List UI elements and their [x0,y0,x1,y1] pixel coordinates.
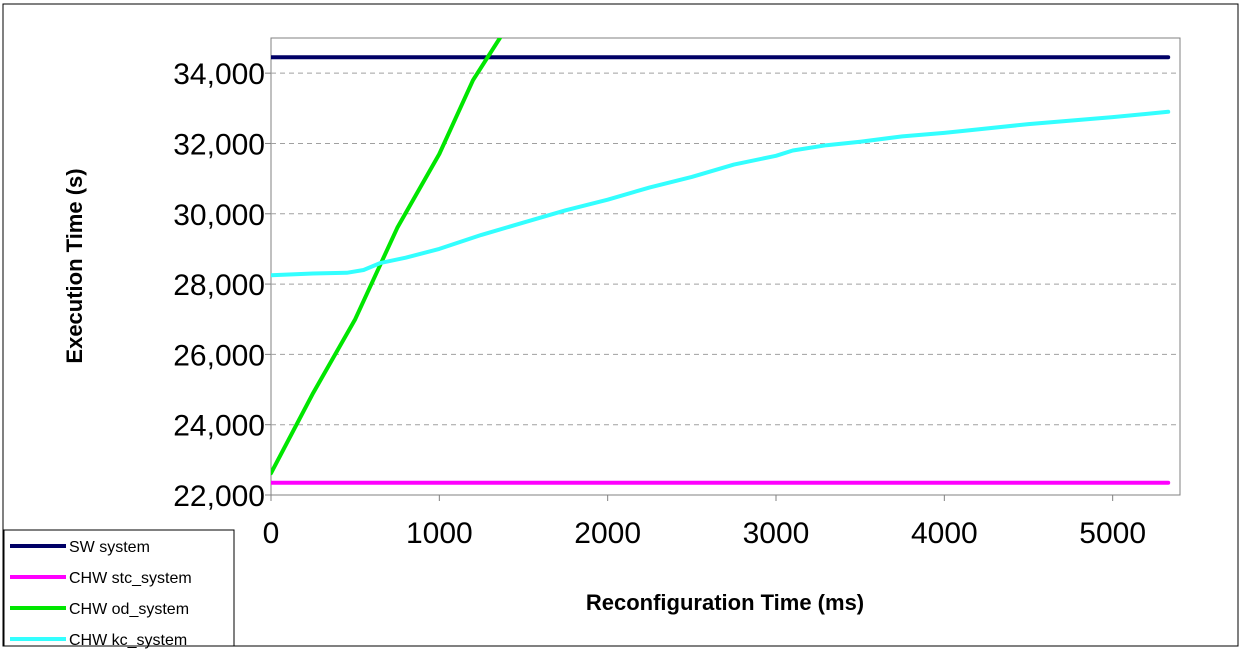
legend: SW system CHW stc_system CHW od_system CHW … [3,529,235,649]
y-axis-title: Execution Time (s) [62,168,87,363]
y-tick-label: 22,000 [173,480,265,513]
series-line-chw-od-system [271,38,502,476]
series-lines [271,38,1171,485]
legend-label-chw-kc-system: CHW kc_system [69,632,187,649]
x-tick-label: 0 [263,517,280,550]
legend-label-sw-system: SW system [69,539,150,556]
gridlines [271,72,1180,426]
legend-box [3,529,235,647]
x-tick-label: 5000 [1079,517,1146,550]
x-tick-label: 2000 [574,517,641,550]
y-tick-label: 24,000 [173,410,265,443]
legend-label-chw-stc-system: CHW stc_system [69,570,192,587]
axis-ticks: 22,000 24,000 26,000 28,000 30,000 32,000 34,0… [173,58,1146,550]
plot-area [270,37,1181,496]
x-axis-title: Reconfiguration Time (ms) [586,590,864,615]
y-tick-label: 30,000 [173,199,265,232]
y-tick-label: 26,000 [173,339,265,372]
x-tick-label: 1000 [406,517,473,550]
x-tick-label: 3000 [743,517,810,550]
y-tick-label: 34,000 [173,58,265,91]
x-tick-label: 4000 [911,517,978,550]
legend-label-chw-od-system: CHW od_system [69,601,189,618]
series-line-chw-kc-system [271,109,1171,278]
y-tick-label: 32,000 [173,128,265,161]
y-tick-label: 28,000 [173,269,265,302]
